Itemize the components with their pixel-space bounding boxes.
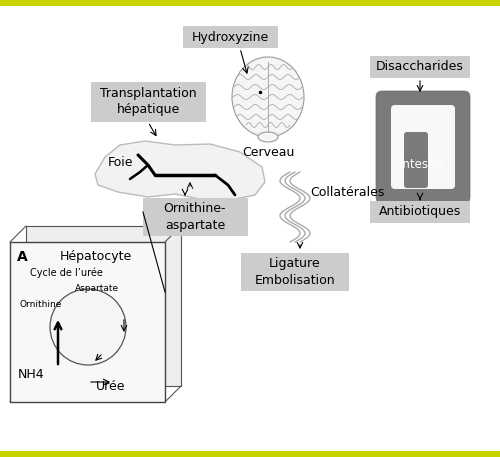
Text: Hépatocyte: Hépatocyte [60,250,132,263]
Ellipse shape [232,57,304,137]
Text: Foie: Foie [108,155,134,169]
Bar [10,242,165,402]
Text: NH4: NH4 [18,367,44,381]
FancyBboxPatch shape [142,198,248,236]
Text: Ornithine: Ornithine [20,300,62,309]
Polygon shape [95,141,265,200]
FancyBboxPatch shape [376,91,470,203]
Text: Transplantation
hépatique: Transplantation hépatique [100,87,196,117]
Text: Cerveau: Cerveau [242,145,294,159]
FancyBboxPatch shape [241,253,349,291]
FancyBboxPatch shape [370,201,470,223]
FancyBboxPatch shape [90,82,206,122]
Text: Ornithine-
aspartate: Ornithine- aspartate [164,202,226,232]
Bar [0,451,500,457]
Bar [0,0,500,6]
Text: Disaccharides: Disaccharides [376,60,464,74]
Circle shape [50,289,126,365]
Bar [26,226,181,386]
Text: Antibiotiques: Antibiotiques [379,206,461,218]
FancyBboxPatch shape [182,26,278,48]
Text: Hydroxyzine: Hydroxyzine [192,31,268,43]
FancyBboxPatch shape [404,132,428,188]
FancyBboxPatch shape [370,56,470,78]
Text: A: A [17,250,28,264]
Text: Aspartate: Aspartate [75,284,119,293]
Text: Urée: Urée [96,381,126,393]
Text: Ligature
Embolisation: Ligature Embolisation [254,257,336,287]
Text: Cycle de l’urée: Cycle de l’urée [30,268,103,278]
Ellipse shape [258,132,278,142]
FancyBboxPatch shape [391,105,455,189]
Text: Intestin: Intestin [400,159,444,171]
Text: Collatérales: Collatérales [310,186,384,198]
